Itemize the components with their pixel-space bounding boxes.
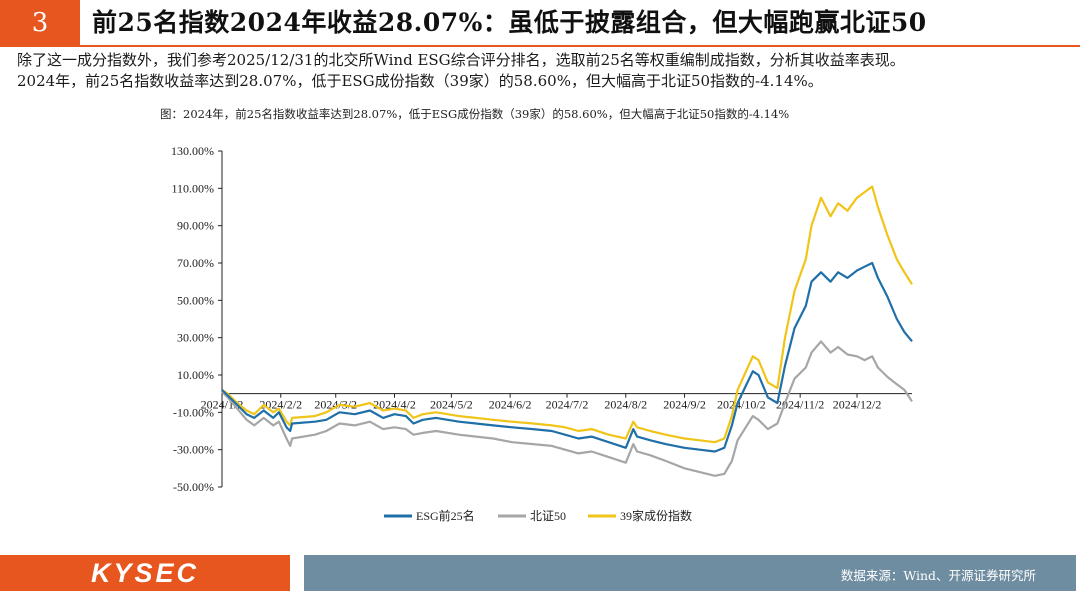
y-tick-label: 130.00%	[171, 144, 214, 158]
series-line-2	[221, 185, 913, 444]
legend-label: 39家成份指数	[620, 508, 692, 523]
slide-title: 前25名指数2024年收益28.07%：虽低于披露组合，但大幅跑赢北证50	[92, 8, 927, 37]
slide-header: 3 前25名指数2024年收益28.07%：虽低于披露组合，但大幅跑赢北证50	[0, 0, 1080, 45]
y-tick-label: -30.00%	[173, 443, 214, 457]
x-tick-label: 2024/5/2	[430, 398, 473, 412]
series-line-0	[221, 261, 913, 453]
y-tick-label: 30.00%	[177, 331, 214, 345]
kysec-logo: KYSEC	[90, 557, 200, 588]
x-tick-label: 2024/8/2	[604, 398, 647, 412]
series-line-1	[221, 340, 913, 477]
x-tick-label: 2024/12/2	[833, 398, 882, 412]
x-tick-label: 2024/6/2	[489, 398, 532, 412]
y-tick-label: 110.00%	[171, 181, 214, 195]
x-tick-label: 2024/7/2	[546, 398, 589, 412]
legend-label: ESG前25名	[416, 508, 475, 523]
x-tick-label: 2024/11/2	[776, 398, 824, 412]
data-source: 数据来源：Wind、开源证券研究所	[840, 568, 1036, 583]
y-tick-label: 70.00%	[177, 256, 214, 270]
header-divider	[0, 45, 1080, 47]
line-chart: -50.00% -30.00% -10.00% 10.00% 30.00% 50.00% 7…	[171, 144, 913, 523]
chart-caption: 图：2024年，前25名指数收益率达到28.07%，低于ESG成份指数（39家）…	[160, 107, 790, 121]
footer-source-bar: 数据来源：Wind、开源证券研究所	[304, 555, 1076, 591]
intro-text: 除了这一成分指数外，我们参考2025/12/31的北交所Wind ESG综合评分…	[17, 50, 1067, 92]
chart-legend: ESG前25名 北证50 39家成份指数	[384, 508, 692, 523]
y-axis-ticks: -50.00% -30.00% -10.00% 10.00% 30.00% 50.00% 7…	[171, 144, 222, 494]
intro-line-2: 2024年，前25名指数收益率达到28.07%，低于ESG成份指数（39家）的5…	[17, 72, 823, 90]
x-tick-label: 2024/2/2	[259, 398, 302, 412]
legend-label: 北证50	[530, 509, 566, 523]
y-tick-label: 10.00%	[177, 368, 214, 382]
y-tick-label: -10.00%	[173, 405, 214, 419]
series-lines	[221, 185, 913, 477]
x-tick-label: 2024/3/2	[314, 398, 357, 412]
y-tick-label: -50.00%	[173, 480, 214, 494]
y-tick-label: 50.00%	[177, 293, 214, 307]
x-axis-ticks: 2024/1/2 2024/2/2 2024/3/2 2024/4/2 2024/5/2…	[201, 393, 882, 412]
footer-logo-bar: KYSEC	[0, 555, 290, 591]
y-tick-label: 90.00%	[177, 219, 214, 233]
intro-line-1: 除了这一成分指数外，我们参考2025/12/31的北交所Wind ESG综合评分…	[17, 51, 905, 69]
x-tick-label: 2024/10/2	[717, 398, 766, 412]
slide-number: 3	[0, 0, 80, 45]
x-tick-label: 2024/4/2	[373, 398, 416, 412]
x-tick-label: 2024/9/2	[663, 398, 706, 412]
